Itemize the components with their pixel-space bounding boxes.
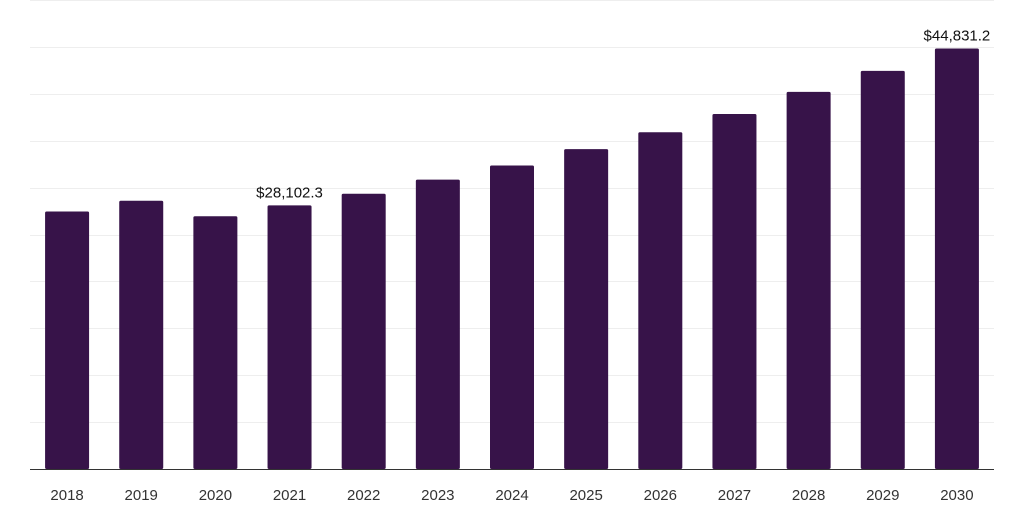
- bar-2024: [490, 166, 534, 469]
- x-tick-label: 2027: [718, 487, 751, 504]
- data-label-2030: $44,831.2: [924, 27, 991, 44]
- x-tick-label: 2021: [273, 487, 306, 504]
- x-axis: 2018 2019 2020 2021 2022 2023 2024 2025 2026 2027…: [30, 470, 994, 505]
- x-tick-label: 2028: [792, 487, 825, 504]
- x-tick-label: 2026: [644, 487, 677, 504]
- data-label-2021: $28,102.3: [256, 184, 323, 201]
- x-tick-label: 2020: [199, 487, 232, 504]
- bars: [45, 48, 979, 469]
- bar-2018: [45, 212, 89, 469]
- bar-2029: [861, 71, 905, 469]
- x-tick-label: 2030: [940, 487, 973, 504]
- bar-2026: [638, 132, 682, 469]
- bar-2025: [564, 149, 608, 469]
- bar-2020: [193, 216, 237, 469]
- bar-2023: [416, 180, 460, 469]
- x-tick-label: 2018: [50, 487, 83, 504]
- x-tick-label: 2023: [421, 487, 454, 504]
- bar-2028: [787, 92, 831, 469]
- bar-2019: [119, 201, 163, 469]
- bar-2022: [342, 194, 386, 469]
- bar-2027: [712, 114, 756, 469]
- x-tick-label: 2019: [125, 487, 158, 504]
- bar-2021: [268, 205, 312, 469]
- x-tick-label: 2025: [569, 487, 602, 504]
- x-tick-label: 2024: [495, 487, 528, 504]
- x-tick-label: 2029: [866, 487, 899, 504]
- x-tick-label: 2022: [347, 487, 380, 504]
- bar-2030: [935, 48, 979, 469]
